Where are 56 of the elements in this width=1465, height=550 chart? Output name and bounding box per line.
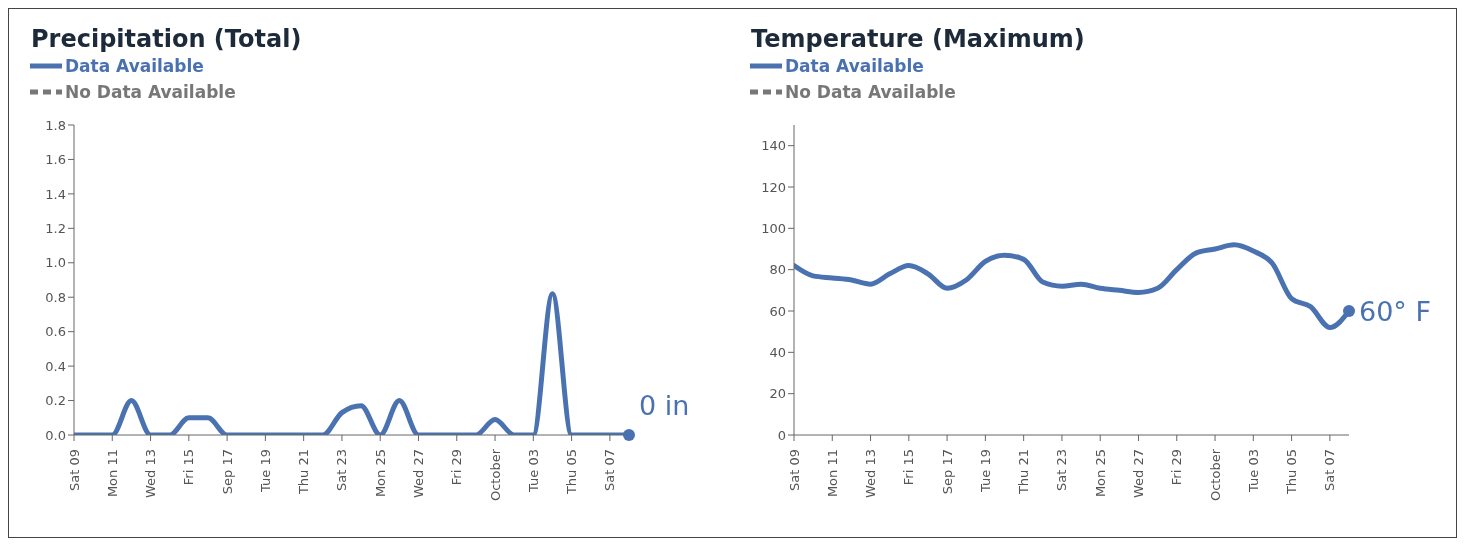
x-tick-label: Sep 17 xyxy=(219,449,235,495)
x-tick-label: Mon 11 xyxy=(104,449,120,498)
y-tick-label: 100 xyxy=(761,220,786,236)
y-tick-label: 60 xyxy=(769,303,786,319)
x-tick-label: Fri 29 xyxy=(1169,449,1185,486)
x-tick-label: Tue 19 xyxy=(257,449,273,493)
x-tick-label: Mon 25 xyxy=(1092,449,1108,498)
x-tick-label: Wed 13 xyxy=(143,449,159,499)
x-tick-label: Fri 15 xyxy=(181,449,197,486)
x-tick-label: Thu 05 xyxy=(1284,449,1300,496)
legend-label: Data Available xyxy=(64,55,204,78)
y-tick-label: 120 xyxy=(761,179,786,195)
x-tick-label: Wed 27 xyxy=(1130,449,1146,499)
legend-label: No Data Available xyxy=(784,81,956,104)
x-tick-label: Tue 03 xyxy=(1245,449,1261,493)
y-tick-label: 1.8 xyxy=(45,117,66,133)
x-tick-label: Sat 23 xyxy=(1054,449,1070,491)
y-tick-label: 0 xyxy=(777,427,786,443)
y-tick-label: 0.0 xyxy=(45,427,66,443)
x-tick-label: Sat 09 xyxy=(786,449,802,491)
y-tick-label: 0.4 xyxy=(45,358,66,374)
annotation: 60° F xyxy=(1359,295,1431,327)
x-tick-label: Wed 13 xyxy=(863,449,879,499)
x-tick-label: Sat 07 xyxy=(602,449,618,491)
x-tick-label: Wed 27 xyxy=(410,449,426,499)
y-tick-label: 0.2 xyxy=(45,393,66,409)
x-tick-label: Sat 07 xyxy=(1322,449,1338,491)
x-tick-label: Fri 15 xyxy=(901,449,917,486)
legend-label: No Data Available xyxy=(64,81,236,104)
y-tick-label: 40 xyxy=(769,344,786,360)
legend-label: Data Available xyxy=(784,55,924,78)
x-tick-label: Tue 19 xyxy=(977,449,993,493)
x-tick-label: Thu 21 xyxy=(296,449,312,496)
y-tick-label: 140 xyxy=(761,138,786,154)
x-tick-label: Mon 25 xyxy=(372,449,388,498)
x-tick-label: Sat 09 xyxy=(66,449,82,491)
y-tick-label: 1.2 xyxy=(45,220,66,236)
y-tick-label: 1.6 xyxy=(45,152,66,168)
x-tick-label: October xyxy=(1207,448,1223,502)
y-tick-label: 1.0 xyxy=(45,255,66,271)
y-tick-label: 0.6 xyxy=(45,324,66,340)
x-tick-label: October xyxy=(487,448,503,502)
x-tick-label: Thu 21 xyxy=(1016,449,1032,496)
y-tick-label: 80 xyxy=(769,262,786,278)
x-tick-label: Tue 03 xyxy=(525,449,541,493)
y-tick-label: 1.4 xyxy=(45,186,66,202)
x-tick-label: Fri 29 xyxy=(449,449,465,486)
y-tick-label: 20 xyxy=(769,386,786,402)
chart-title: Precipitation (Total) xyxy=(30,25,303,53)
y-tick-label: 0.8 xyxy=(45,289,66,305)
x-tick-label: Mon 11 xyxy=(824,449,840,498)
x-tick-label: Thu 05 xyxy=(564,449,580,496)
x-tick-label: Sat 23 xyxy=(334,449,350,491)
chart-title: Temperature (Maximum) xyxy=(750,25,1086,53)
annotation: 0 in xyxy=(639,389,690,421)
x-tick-label: Sep 17 xyxy=(939,449,955,495)
